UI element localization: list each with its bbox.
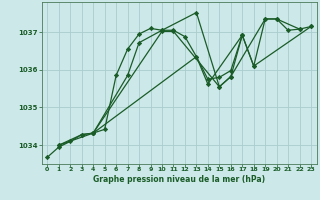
X-axis label: Graphe pression niveau de la mer (hPa): Graphe pression niveau de la mer (hPa)	[93, 175, 265, 184]
